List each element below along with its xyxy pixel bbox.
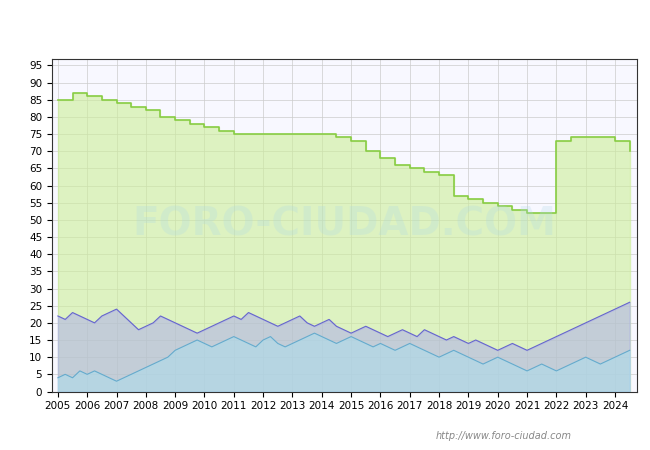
Text: FORO-CIUDAD.COM: FORO-CIUDAD.COM [133,206,556,244]
Text: http://www.foro-ciudad.com: http://www.foro-ciudad.com [436,431,572,441]
Text: Yanguas - Evolucion de la poblacion en edad de Trabajar Septiembre de 2024: Yanguas - Evolucion de la poblacion en e… [67,21,583,33]
